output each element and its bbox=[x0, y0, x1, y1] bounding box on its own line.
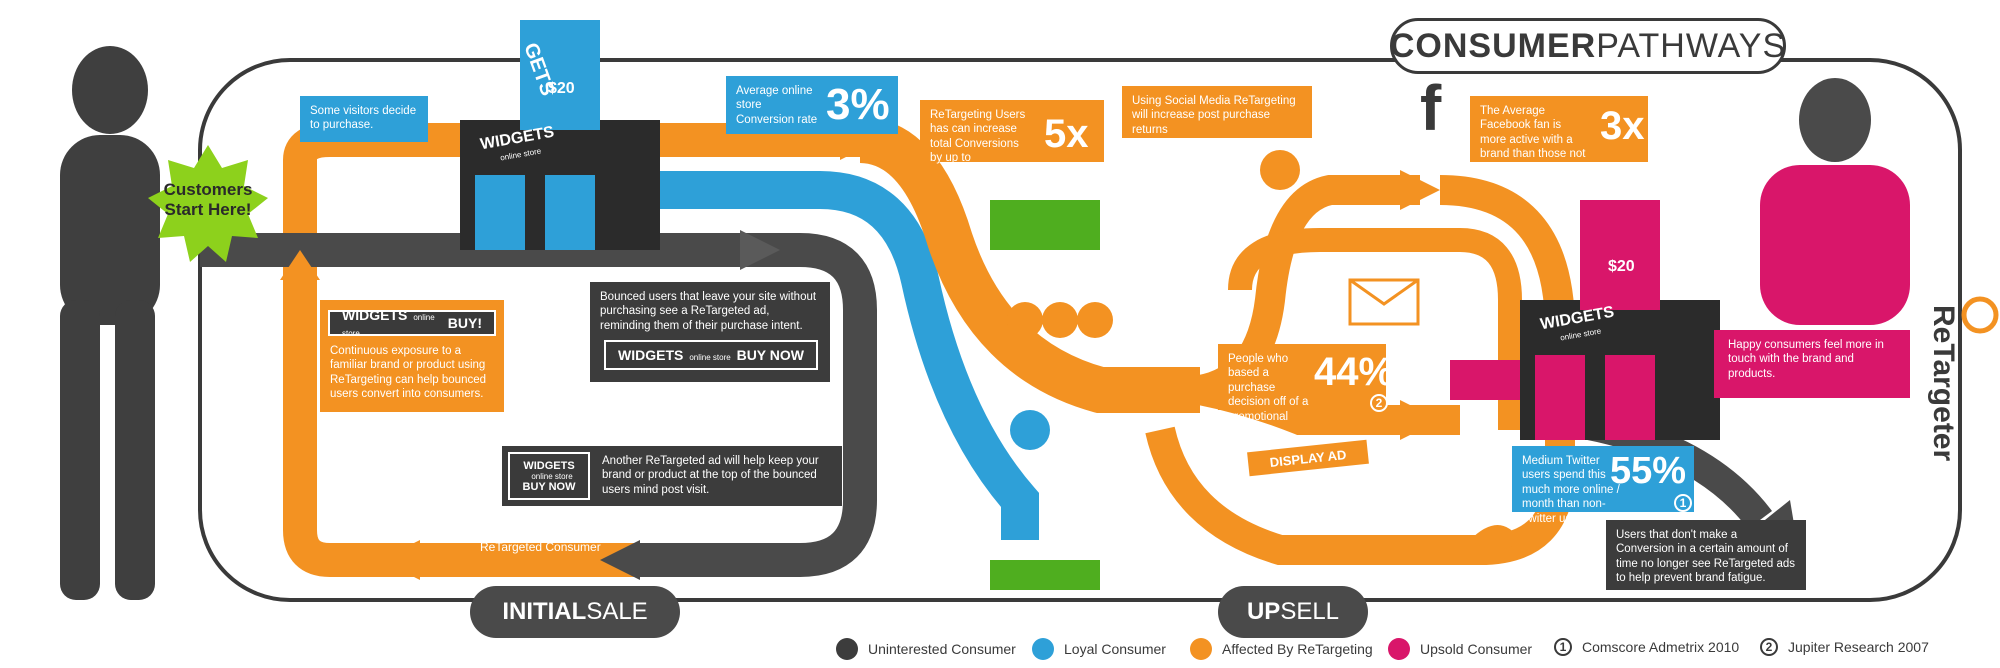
arrowhead-2 bbox=[740, 230, 780, 270]
fatigue-callout: Users that don't make a Conversion in a … bbox=[1606, 520, 1806, 590]
twitter-text: Medium Twitter users spend this much mor… bbox=[1522, 455, 1620, 525]
section-upsell: UP SELL bbox=[1218, 586, 1368, 638]
legend-affected-label: Affected By ReTargeting bbox=[1222, 641, 1373, 657]
legend-ref2-num: 2 bbox=[1760, 638, 1778, 656]
crowd bbox=[972, 302, 1113, 338]
social-person bbox=[1260, 150, 1300, 190]
buy-ad[interactable]: WIDGETS online store BUY! bbox=[328, 307, 496, 338]
buy-now-ad[interactable]: WIDGETS online store BUY NOW bbox=[604, 340, 818, 370]
section-initial-light: SALE bbox=[586, 598, 648, 625]
email-callout: People who based a purchase decision off… bbox=[1218, 344, 1386, 437]
orange-loop-left bbox=[283, 160, 640, 577]
legend-dot-pink bbox=[1388, 638, 1410, 660]
facebook-icon: f bbox=[1420, 72, 1442, 144]
orange-upsell-loop bbox=[1145, 175, 1575, 565]
retarget-text: ReTargeting Users has can increase total… bbox=[930, 109, 1026, 165]
buy-now-ad-label: BUY NOW bbox=[736, 347, 804, 363]
outer-frame bbox=[198, 58, 1962, 602]
section-upsell-bold: UP bbox=[1246, 598, 1281, 625]
visitors-callout: Some visitors decide to purchase. bbox=[300, 96, 428, 142]
retarget-callout: ReTargeting Users has can increase total… bbox=[920, 100, 1104, 165]
conversion-text: Average online store Conversion rate bbox=[736, 85, 818, 126]
twitter-ref: 1 bbox=[1674, 494, 1692, 512]
facebook-callout: The Average Facebook fan is more active … bbox=[1470, 96, 1648, 175]
legend-dot-dark bbox=[836, 638, 858, 660]
legend-ref1-label: Comscore Admetrix 2010 bbox=[1582, 639, 1740, 655]
email-value: 44% bbox=[1314, 350, 1395, 394]
conversion-value: 3% bbox=[826, 80, 890, 129]
legend-affected: Affected By ReTargeting bbox=[1190, 638, 1373, 660]
dark-path bbox=[200, 233, 877, 577]
start-badge: Customers Start Here! bbox=[163, 180, 253, 220]
facebook-text: The Average Facebook fan is more active … bbox=[1480, 105, 1586, 175]
legend-dot-blue bbox=[1032, 638, 1054, 660]
buy-now-ad-brand: WIDGETS bbox=[618, 347, 684, 363]
widget-box-left-price: $20 bbox=[548, 80, 575, 97]
page-title: CONSUMER PATHWAYS bbox=[1390, 18, 1786, 74]
money-stack-top bbox=[990, 200, 1100, 250]
legend-uninterested-label: Uninterested Consumer bbox=[868, 641, 1016, 657]
twitter-callout: Medium Twitter users spend this much mor… bbox=[1512, 446, 1694, 525]
another-text: Another ReTargeted ad will help keep you… bbox=[602, 455, 819, 496]
section-upsell-light: SELL bbox=[1280, 598, 1340, 625]
legend-ref1-num: 1 bbox=[1554, 638, 1572, 656]
retarget-value: 5x bbox=[1044, 112, 1089, 156]
title-light: PATHWAYS bbox=[1596, 26, 1787, 65]
legend-uninterested: Uninterested Consumer bbox=[836, 638, 1016, 660]
arrowhead-5 bbox=[280, 250, 320, 280]
title-bold: CONSUMER bbox=[1389, 26, 1597, 65]
blue-path bbox=[480, 171, 1039, 540]
twitter-icon bbox=[1470, 525, 1520, 550]
small-ad-sub: online store bbox=[531, 471, 573, 481]
arrowhead-3 bbox=[600, 540, 640, 580]
social-callout: Using Social Media ReTargeting will incr… bbox=[1122, 86, 1312, 138]
legend-upsold-label: Upsold Consumer bbox=[1420, 641, 1533, 657]
retargeted-consumer-label: ReTargeted Consumer bbox=[480, 540, 601, 554]
facebook-value: 3x bbox=[1600, 104, 1645, 148]
arrowhead-4 bbox=[380, 540, 420, 580]
legend-ref2-label: Jupiter Research 2007 bbox=[1788, 639, 1929, 655]
legend-ref2: 2 Jupiter Research 2007 bbox=[1760, 638, 1929, 656]
orange-upsell-inner bbox=[1228, 228, 1522, 430]
right-character bbox=[1760, 78, 1910, 325]
widget-box-left bbox=[520, 20, 600, 130]
legend-dot-orange bbox=[1190, 638, 1212, 660]
legend-loyal: Loyal Consumer bbox=[1032, 638, 1166, 660]
legend-loyal-label: Loyal Consumer bbox=[1064, 641, 1166, 657]
section-initial-bold: INITIAL bbox=[502, 598, 587, 625]
legend-ref1: 1 Comscore Admetrix 2010 bbox=[1554, 638, 1739, 656]
loyal-person bbox=[1010, 410, 1050, 450]
legend-upsold: Upsold Consumer bbox=[1388, 638, 1532, 660]
small-ad-brand: WIDGETS bbox=[523, 459, 575, 472]
bounced-text: Bounced users that leave your site witho… bbox=[600, 291, 817, 332]
left-character bbox=[60, 46, 160, 600]
widget-box-right-price: $20 bbox=[1608, 258, 1635, 275]
buy-now-ad-sub: online store bbox=[689, 353, 731, 362]
buy-ad-label: BUY! bbox=[447, 315, 482, 331]
continuous-text: Continuous exposure to a familiar brand … bbox=[330, 345, 487, 401]
widget-box-right bbox=[1580, 200, 1660, 310]
twitter-value: 55% bbox=[1610, 450, 1687, 492]
email-text: People who based a purchase decision off… bbox=[1228, 353, 1309, 437]
retargeter-brand: ReTargeter bbox=[1927, 305, 1960, 462]
small-ad-label: BUY NOW bbox=[522, 480, 576, 493]
money-stack-bottom bbox=[990, 560, 1100, 590]
small-buy-now-ad[interactable]: WIDGETS online store BUY NOW bbox=[508, 452, 590, 500]
buy-ad-sub: online store bbox=[342, 313, 435, 338]
retargeter-logo-icon bbox=[1961, 296, 1999, 334]
start-burst bbox=[148, 145, 268, 262]
section-initial-sale: INITIAL SALE bbox=[470, 586, 680, 638]
happy-callout: Happy consumers feel more in touch with … bbox=[1714, 330, 1910, 398]
conversion-callout: Average online store Conversion rate bbox=[726, 76, 898, 134]
orange-central bbox=[858, 117, 1200, 413]
arrowhead-7 bbox=[1400, 400, 1440, 440]
arrowhead-6 bbox=[1400, 170, 1440, 210]
buy-ad-brand: WIDGETS bbox=[342, 307, 408, 323]
email-ref: 2 bbox=[1370, 394, 1388, 412]
